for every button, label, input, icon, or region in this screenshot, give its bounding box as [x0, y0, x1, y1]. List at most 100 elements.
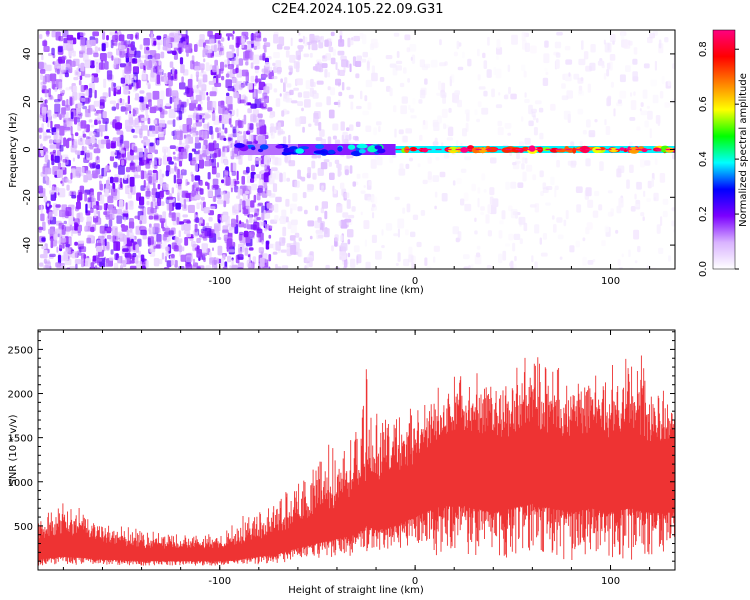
heatmap-cell: [654, 60, 657, 71]
heatmap-cell: [621, 253, 624, 258]
heatmap-cell: [129, 176, 135, 187]
heatmap-cell: [139, 44, 143, 50]
heatmap-cell: [105, 211, 110, 220]
heatmap-cell: [329, 172, 335, 180]
heatmap-ridge-blob: [460, 147, 469, 153]
heatmap-cell: [298, 38, 303, 43]
heatmap-cell: [98, 120, 101, 125]
heatmap-cell: [75, 166, 82, 177]
heatmap-cell: [536, 118, 539, 123]
heatmap-cell: [144, 148, 148, 158]
heatmap-cell: [356, 105, 362, 110]
heatmap-cell: [609, 54, 616, 61]
heatmap-cell: [139, 90, 145, 94]
heatmap-cell: [351, 206, 356, 212]
heatmap-cell: [190, 95, 194, 102]
heatmap-cell: [379, 77, 385, 82]
heatmap-cell: [231, 148, 239, 158]
heatmap-cell: [143, 136, 148, 141]
heatmap-cell: [206, 96, 210, 102]
heatmap-cell: [130, 165, 137, 172]
heatmap-cell: [323, 228, 330, 238]
heatmap-cell: [286, 243, 291, 248]
heatmap-cell: [86, 152, 90, 158]
heatmap-cell: [120, 182, 123, 189]
heatmap-cell: [217, 194, 222, 200]
heatmap-cell: [474, 217, 477, 222]
heatmap-ridge-blob: [641, 148, 648, 153]
heatmap-cell: [234, 203, 241, 211]
heatmap-cell: [61, 89, 65, 95]
heatmap-cell: [561, 95, 569, 101]
heatmap-cell: [247, 122, 254, 133]
heatmap-cell: [93, 148, 101, 154]
heatmap-cell: [71, 195, 77, 199]
heatmap-ridge-blob: [374, 145, 383, 150]
heatmap-cell: [320, 162, 328, 170]
heatmap-cell: [234, 185, 239, 193]
heatmap-cell: [512, 242, 516, 252]
heatmap-cell: [507, 132, 512, 136]
heatmap-cell: [140, 170, 145, 180]
heatmap-cell: [118, 200, 124, 210]
heatmap-cell: [111, 55, 114, 61]
heatmap-cell: [108, 219, 113, 227]
heatmap-cell: [249, 51, 253, 60]
heatmap-cell: [46, 30, 50, 37]
heatmap-cell: [231, 170, 236, 176]
heatmap-cell: [334, 159, 340, 164]
heatmap-cell: [202, 145, 206, 151]
heatmap-cell: [195, 71, 200, 78]
heatmap-cell: [456, 178, 462, 185]
heatmap-cell: [393, 233, 399, 237]
heatmap-cell: [477, 74, 481, 81]
heatmap-cell: [39, 188, 46, 198]
heatmap-cell: [76, 213, 81, 220]
heatmap-cell: [125, 52, 129, 57]
heatmap-cell: [68, 237, 71, 245]
heatmap-cell: [658, 39, 662, 49]
heatmap-cell: [658, 247, 664, 254]
heatmap-cell: [176, 217, 180, 225]
heatmap-cell: [165, 88, 172, 97]
heatmap-cell: [176, 130, 184, 140]
heatmap-cell: [330, 57, 336, 65]
heatmap-x-ticks: -100 0 100: [62, 30, 651, 287]
heatmap-cell: [268, 193, 276, 198]
heatmap-cell: [85, 170, 91, 175]
heatmap-cell: [630, 100, 637, 110]
heatmap-ridge: [234, 143, 675, 157]
heatmap-cell: [360, 211, 363, 216]
heatmap-cell: [166, 260, 172, 268]
heatmap-cell: [521, 163, 525, 170]
heatmap-cell: [270, 123, 275, 127]
heatmap-cell: [263, 102, 266, 107]
heatmap-cell: [425, 266, 432, 269]
heatmap-cell: [250, 113, 256, 122]
heatmap-cell: [150, 33, 154, 44]
heatmap-cell: [307, 184, 314, 191]
heatmap-cell: [368, 181, 372, 186]
heatmap-cell: [225, 33, 233, 37]
heatmap-cell: [140, 229, 147, 236]
heatmap-cell: [556, 217, 563, 223]
heatmap-cell: [273, 34, 279, 44]
heatmap-cell: [91, 170, 99, 179]
heatmap-cell: [94, 119, 98, 126]
heatmap-cell: [226, 238, 233, 248]
heatmap-cell: [39, 262, 44, 267]
heatmap-cell: [77, 194, 81, 203]
heatmap-cell: [71, 111, 74, 120]
heatmap-cell: [106, 179, 110, 190]
heatmap-cell: [326, 96, 331, 106]
colorbar-frame: [712, 29, 736, 270]
heatmap-cell: [370, 159, 377, 169]
heatmap-cell: [222, 229, 229, 234]
heatmap-cell: [324, 39, 329, 47]
snr-y-tick-label: 2500: [8, 345, 33, 356]
heatmap-cell: [661, 76, 665, 85]
heatmap-cell: [497, 127, 504, 136]
heatmap-cell: [186, 233, 192, 238]
heatmap-cell: [237, 267, 244, 269]
heatmap-cell: [456, 40, 460, 50]
